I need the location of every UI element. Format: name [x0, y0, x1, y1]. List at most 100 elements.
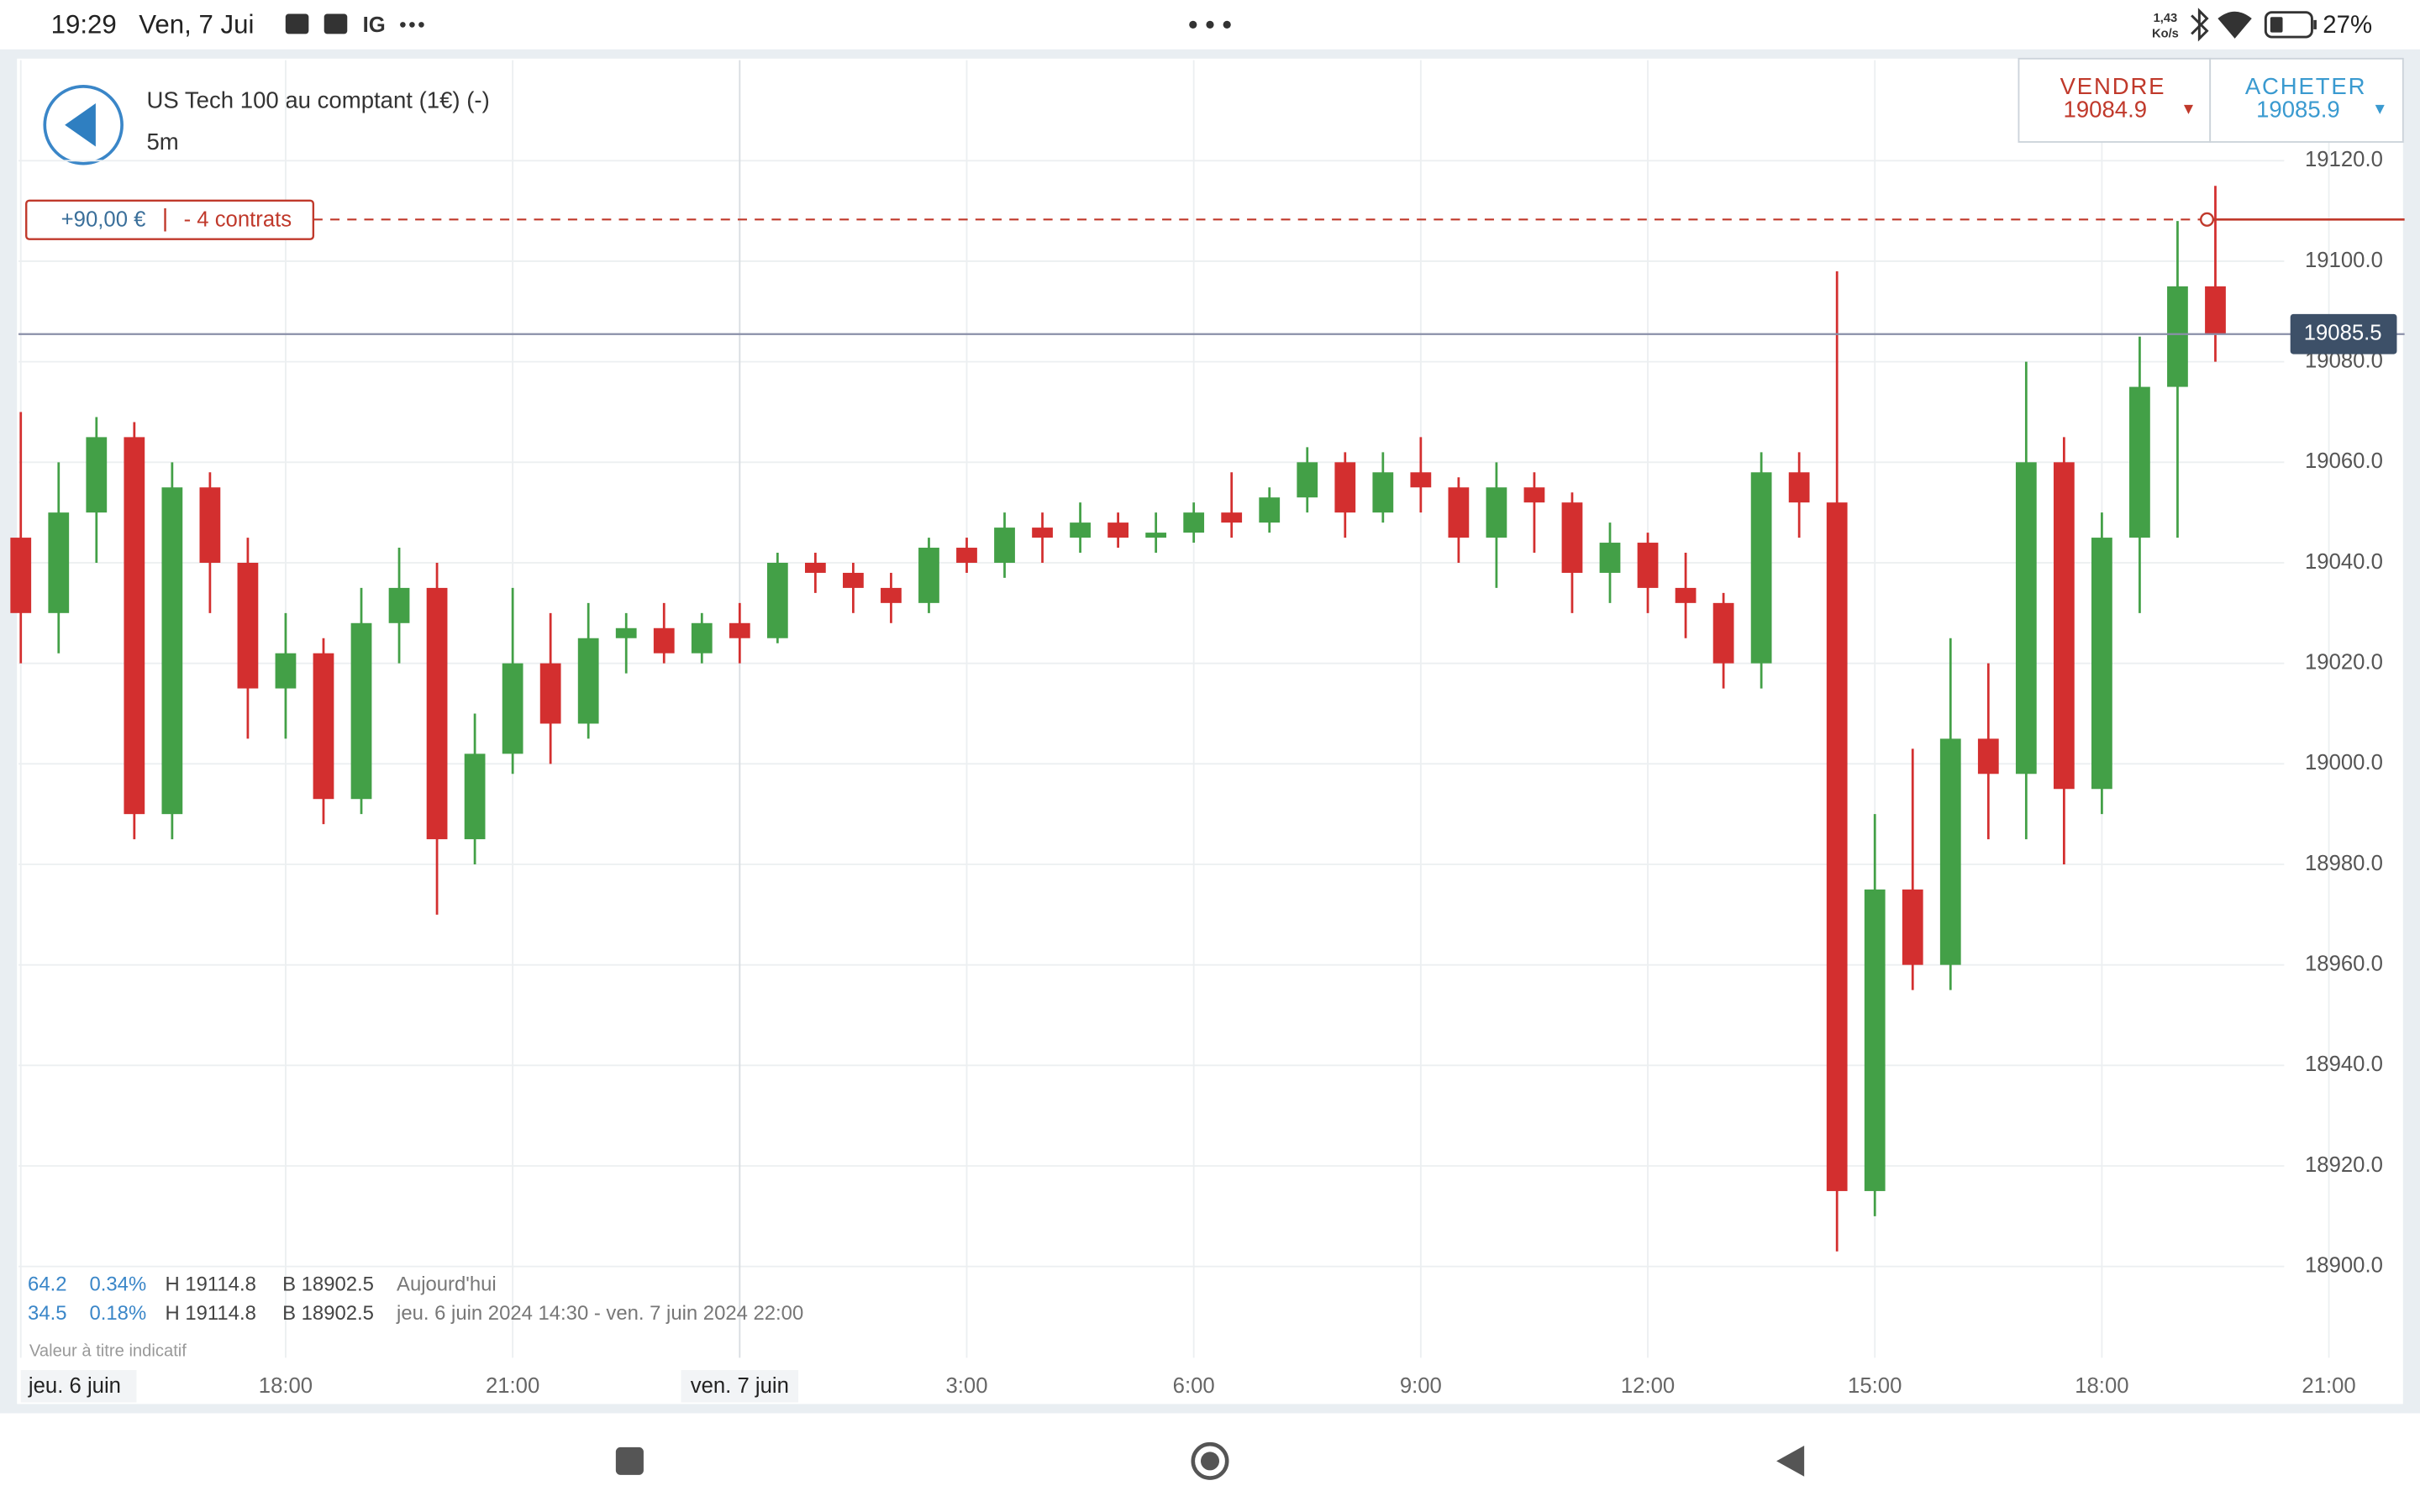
candle-body [161, 487, 183, 815]
candle-body [1675, 587, 1697, 603]
candle-body [464, 753, 486, 840]
y-tick-label: 18940.0 [2305, 1053, 2383, 1076]
candles [10, 186, 2226, 1252]
candle-body [2053, 462, 2075, 790]
stat-change: 64.2 [28, 1273, 66, 1295]
candle-body [1486, 487, 1507, 538]
candle-body [766, 562, 788, 638]
candle-body [1448, 487, 1470, 538]
y-tick-label: 19000.0 [2305, 751, 2383, 774]
buy-price: 19085.9 [2256, 97, 2340, 123]
note: Valeur à titre indicatif [29, 1341, 187, 1360]
menu-dots[interactable] [1189, 20, 1231, 29]
stat-low: B 18902.5 [282, 1273, 374, 1295]
instrument-title: US Tech 100 au comptant (1€) (-) [146, 87, 489, 113]
candle-body [1939, 738, 1961, 965]
x-tick-label: 15:00 [1848, 1374, 1902, 1398]
back-arrow [65, 103, 96, 147]
y-tick-label: 18920.0 [2305, 1153, 2383, 1177]
candle-body [426, 587, 448, 840]
buy-label: ACHETER [2245, 73, 2367, 99]
y-tick-label: 19020.0 [2305, 650, 2383, 674]
battery-level [2270, 17, 2283, 33]
candle-body [539, 663, 561, 724]
candle-body [2167, 286, 2188, 387]
candle-body [615, 627, 637, 638]
nav-recents[interactable] [615, 1446, 644, 1475]
stat-period: Aujourd'hui [397, 1273, 497, 1295]
x-tick-label: ven. 7 juin [691, 1374, 789, 1398]
x-tick-label: 21:00 [486, 1374, 539, 1398]
notification-icon [285, 13, 309, 34]
status-app: IG [363, 13, 386, 37]
candle-body [1259, 497, 1281, 523]
battery-tip [2313, 19, 2317, 29]
candle-body [1712, 602, 1734, 664]
candle-body [1750, 472, 1772, 664]
net-speed-unit: Ko/s [2152, 27, 2179, 40]
candle-body [502, 663, 523, 754]
candle-body [2205, 286, 2226, 334]
stat-high: H 19114.8 [166, 1273, 256, 1295]
buy-button[interactable] [2209, 57, 2404, 143]
candle-body [124, 437, 145, 815]
net-speed: 1,43 [2154, 12, 2178, 25]
y-tick-label: 18900.0 [2305, 1253, 2383, 1277]
overlay: 18900.0 18920.0 18940.0 18960.0 18980.0 19000… [18, 148, 2405, 1403]
sell-dropdown[interactable] [2183, 104, 2193, 114]
position-box[interactable] [25, 199, 315, 240]
candle-body [1826, 502, 1848, 1191]
candle-body [653, 627, 675, 654]
sell-button[interactable] [2018, 57, 2212, 143]
candle-body [1297, 462, 1318, 498]
nav-back[interactable] [1776, 1446, 1805, 1477]
candle-body [275, 653, 297, 689]
candle-body [956, 548, 977, 563]
candle-body [1032, 528, 1053, 538]
candle-body [2015, 462, 2037, 774]
candle-body [1070, 522, 1091, 538]
candle-body [881, 587, 902, 603]
position-size: - 4 contrats [184, 207, 292, 231]
notification-icon [324, 13, 348, 34]
candle-body [10, 538, 32, 613]
buy-dropdown[interactable] [2375, 104, 2385, 114]
candle-body [918, 548, 939, 603]
battery-icon [2264, 11, 2313, 39]
wifi-icon [2217, 11, 2252, 39]
status-date: Ven, 7 Jui [139, 9, 254, 39]
position-marker [2199, 212, 2215, 227]
stat-percent: 0.34% [90, 1273, 147, 1295]
candle-body [1902, 889, 1923, 965]
candle-body [313, 653, 334, 800]
battery-percent: 27% [2323, 11, 2372, 39]
interval[interactable]: 5m [146, 129, 178, 155]
candle-body [1864, 889, 1886, 1191]
candle-body [199, 487, 221, 563]
candle-body [729, 622, 750, 638]
candle-body [1221, 512, 1243, 523]
y-tick-label: 19060.0 [2305, 449, 2383, 473]
y-tick-label: 18980.0 [2305, 852, 2383, 875]
candle-body [1372, 472, 1394, 513]
candle-body [48, 512, 70, 613]
x-tick-bg [681, 1370, 799, 1403]
candle-body [994, 528, 1015, 563]
y-tick-label: 18960.0 [2305, 952, 2383, 975]
candle-body [350, 622, 372, 800]
x-tick-label: 3:00 [945, 1374, 987, 1398]
nav-home-dot [1200, 1452, 1220, 1471]
nav-home[interactable] [1191, 1441, 1229, 1480]
candle-body [1788, 472, 1810, 503]
candle-body [1183, 512, 1205, 533]
candle-body [2091, 538, 2112, 790]
x-tick-label: 9:00 [1400, 1374, 1442, 1398]
price-tag [2290, 313, 2397, 354]
candle-body [237, 562, 259, 689]
stat-period: jeu. 6 juin 2024 14:30 - ven. 7 juin 202… [396, 1302, 803, 1325]
price-tag-label: 19085.5 [2304, 322, 2382, 345]
more-icon [400, 22, 424, 28]
bluetooth-icon [2191, 8, 2209, 42]
x-tick-label: jeu. 6 juin [28, 1374, 121, 1398]
